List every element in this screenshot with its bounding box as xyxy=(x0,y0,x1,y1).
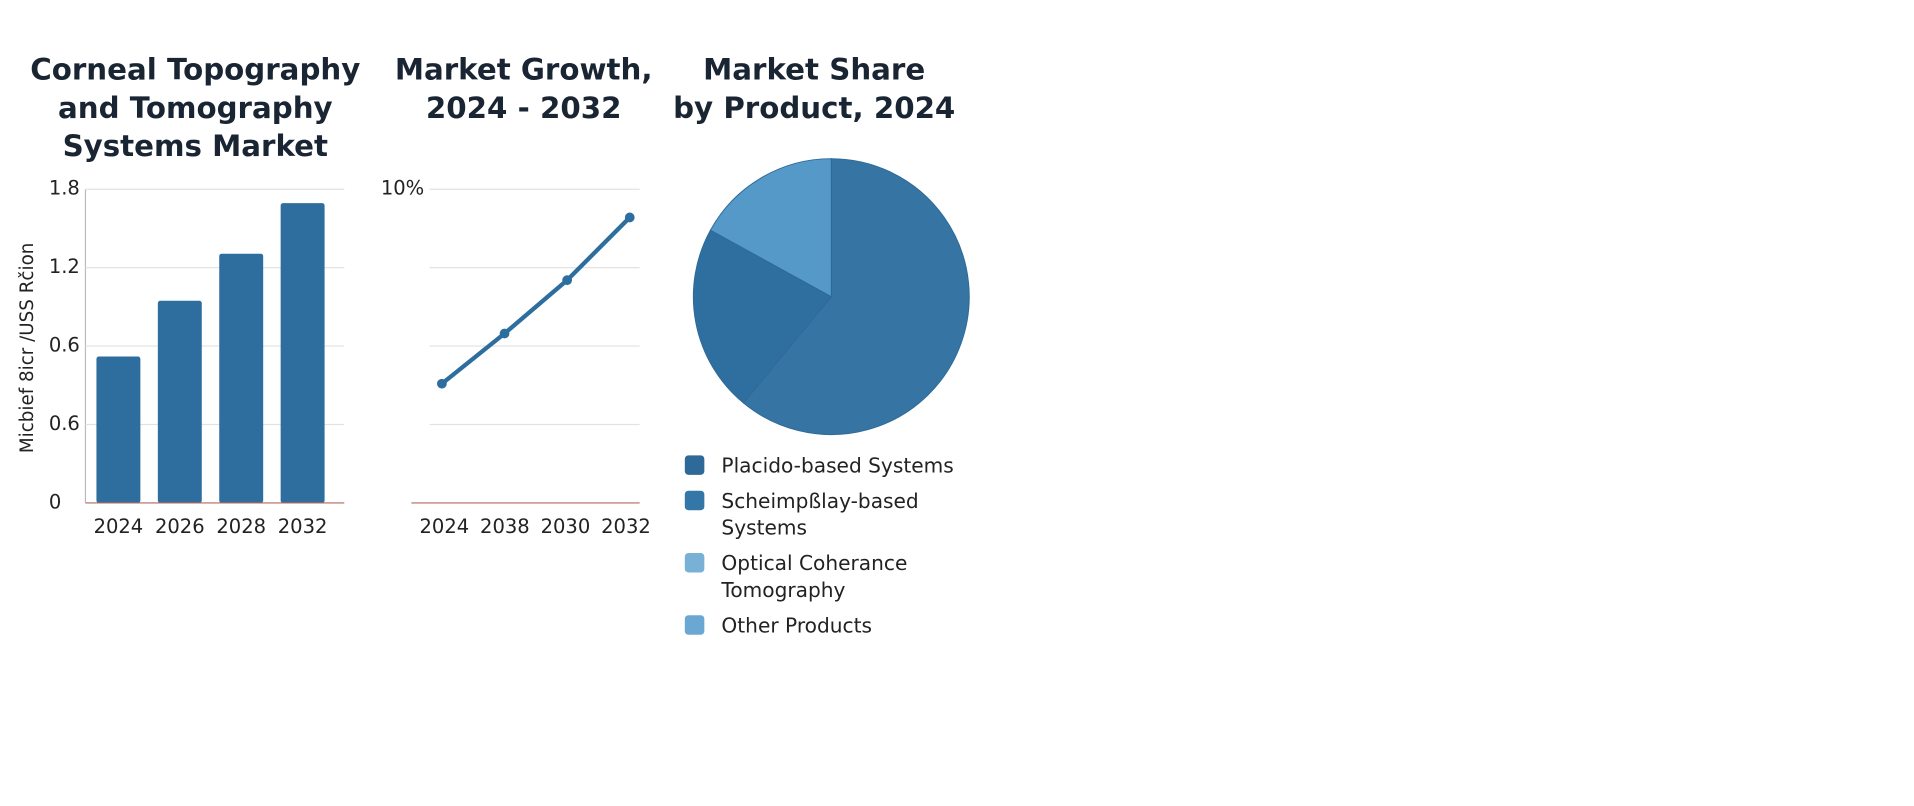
bar xyxy=(280,203,325,503)
y-tick-label: 1.2 xyxy=(49,255,80,278)
legend-swatch xyxy=(684,455,705,475)
y-axis-label: Micbief 8icr /USS Rčion xyxy=(17,243,38,454)
pie-slice xyxy=(692,229,833,404)
x-tick-label: 2024 xyxy=(94,515,144,538)
chart-title: and Tomography xyxy=(58,91,333,125)
y-tick-label: 10% xyxy=(381,177,424,200)
legend-swatch xyxy=(684,490,705,511)
line xyxy=(440,215,632,386)
x-tick-label: 2030 xyxy=(541,515,591,538)
pie-slice xyxy=(709,158,832,298)
legend-item: Other Products xyxy=(684,613,1015,640)
y-tick-label: 0.6 xyxy=(49,412,80,435)
chart-title: 2024 - 2032 xyxy=(426,91,622,125)
chart-title: by Product, 2024 xyxy=(673,91,955,125)
point xyxy=(624,212,635,223)
legend-item: Placido-based Systems xyxy=(684,453,1015,480)
chart-title: Market Growth, xyxy=(395,52,653,86)
x-tick-label: 2032 xyxy=(601,515,651,538)
legend-label: Placido-based Systems xyxy=(721,454,954,478)
point xyxy=(499,328,510,339)
y-tick-label: 1.8 xyxy=(49,177,80,200)
x-tick-label: 2028 xyxy=(216,515,266,538)
pie-slice xyxy=(742,158,970,436)
bar xyxy=(96,356,141,503)
legend-item: Scheimpßlay-based Systems xyxy=(684,488,1015,542)
legend-item: Optical Coherance Tomography xyxy=(684,551,1015,605)
chart-title: Market Share xyxy=(703,52,925,86)
chart-title: Corneal Topography xyxy=(30,52,360,86)
x-tick-label: 2038 xyxy=(480,515,530,538)
x-tick-label: 2026 xyxy=(155,515,205,538)
legend: Placido-based Systems Scheimpßlay-based S… xyxy=(684,453,1015,648)
legend-label: Scheimpßlay-based Systems xyxy=(721,489,919,540)
legend-swatch xyxy=(684,615,705,635)
legend-label: Optical Coherance Tomography xyxy=(721,551,908,602)
bar xyxy=(219,253,264,503)
chart-title: Systems Market xyxy=(63,129,328,163)
legend-label: Other Products xyxy=(721,614,872,638)
point xyxy=(562,275,573,286)
bar xyxy=(157,300,202,503)
y-tick-label: 0 xyxy=(49,490,61,513)
x-tick-label: 2032 xyxy=(278,515,328,538)
point xyxy=(437,378,447,389)
x-tick-label: 2024 xyxy=(419,515,469,538)
legend-swatch xyxy=(684,552,705,573)
y-tick-label: 0.6 xyxy=(49,334,80,357)
